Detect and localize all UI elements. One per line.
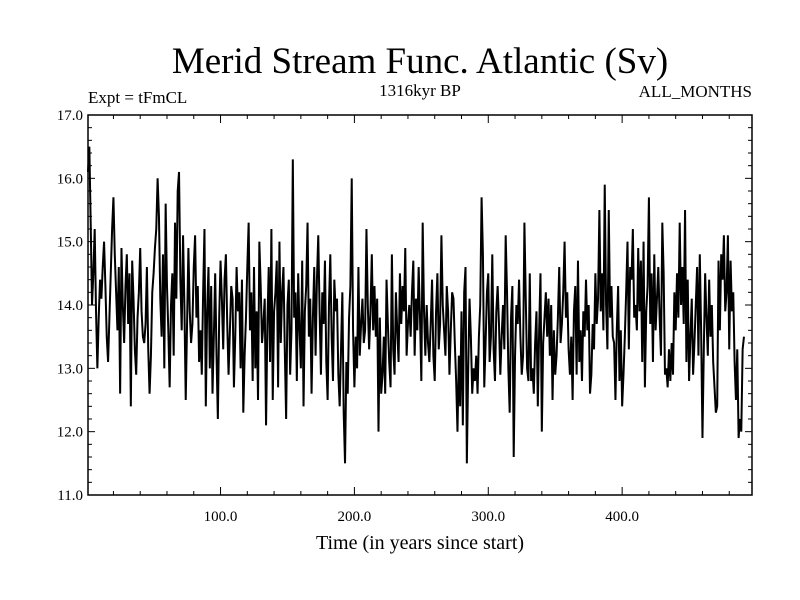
x-axis: 100.0 200.0 300.0 400.0 — [112, 115, 730, 525]
x-tick-label: 100.0 — [204, 509, 238, 525]
subtitle-period: 1316kyr BP — [379, 81, 461, 100]
y-tick-label: 16.0 — [57, 171, 83, 187]
y-tick-label: 12.0 — [57, 425, 83, 441]
y-tick-label: 17.0 — [57, 108, 83, 124]
y-tick-label: 15.0 — [57, 235, 83, 251]
x-axis-label: Time (in years since start) — [316, 532, 524, 554]
y-tick-label: 13.0 — [57, 361, 83, 377]
x-tick-label: 200.0 — [338, 509, 372, 525]
chart-title: Merid Stream Func. Atlantic (Sv) — [172, 41, 668, 82]
y-tick-label: 11.0 — [57, 488, 83, 504]
x-tick-label: 400.0 — [605, 509, 639, 525]
plot-frame — [87, 114, 753, 496]
subtitle-experiment: Expt = tFmCL — [88, 88, 187, 107]
y-tick-label: 14.0 — [57, 298, 83, 314]
x-tick-label: 300.0 — [471, 509, 505, 525]
subtitle-months: ALL_MONTHS — [639, 82, 752, 101]
series-line — [87, 146, 745, 464]
